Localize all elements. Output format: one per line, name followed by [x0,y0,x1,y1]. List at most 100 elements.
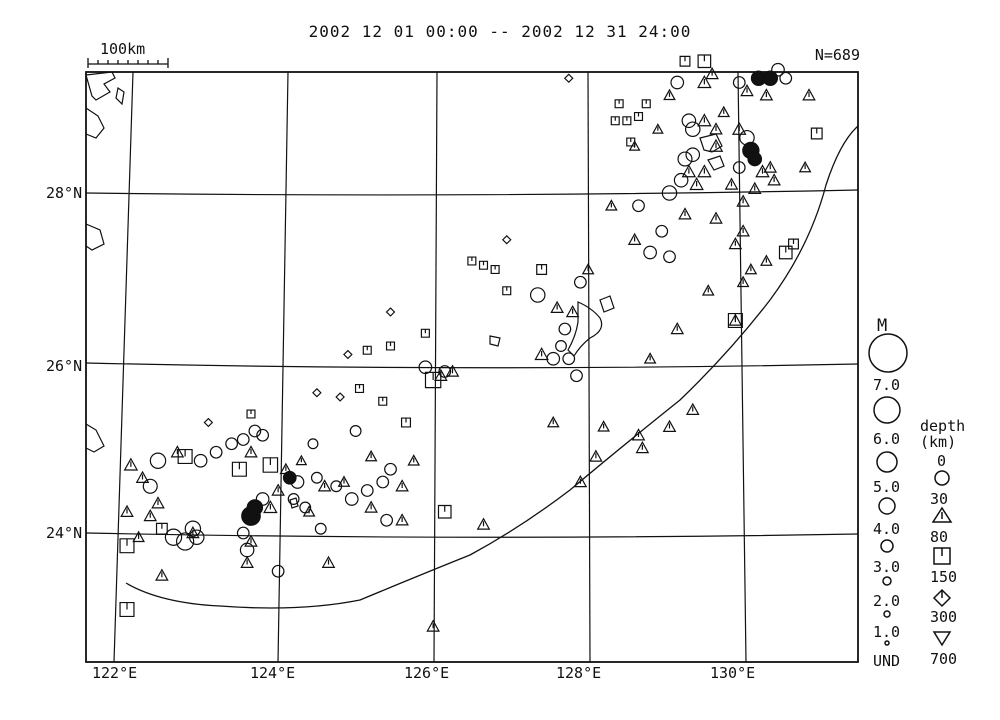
magnitude-legend-label: 6.0 [873,430,901,448]
magnitude-legend-label: UND [873,652,901,670]
event-marker-square [697,54,712,69]
event-marker-triangle [670,321,685,335]
event-marker-square [778,245,793,260]
event-marker-square [231,461,247,477]
magnitude-legend-title: M [877,316,888,336]
event-marker-circle [681,113,697,129]
event-marker-triangle [736,275,750,288]
longitude-line-124 [277,71,289,663]
event-marker-square [610,116,620,126]
latitude-line-26 [85,362,859,369]
magnitude-legend-symbol-und [884,640,890,646]
event-marker-circle [175,532,195,551]
event-marker-triangle [476,517,491,530]
event-marker-triangle [364,500,378,513]
event-marker-square [679,55,691,67]
event-marker-diamond [203,417,214,428]
event-marker-triangle [697,75,712,89]
event-marker-square [400,417,412,428]
coastline [85,71,725,509]
event-marker-circle [771,62,785,77]
longitude-line-128 [587,71,591,663]
event-marker-square [119,538,135,554]
magnitude-legend-symbol-2 [882,576,892,586]
magnitude-legend-label: 7.0 [873,376,901,394]
event-marker-circle [558,322,572,336]
event-marker-triangle [802,88,816,101]
scale-bar [87,58,169,68]
event-marker-square [467,256,477,266]
event-marker-triangle [705,66,719,80]
event-marker-circle [149,452,167,469]
event-marker-triangle [736,194,750,207]
event-marker-triangle [701,284,715,296]
kyushu-coast [85,71,116,101]
event-marker-circle [570,369,583,383]
event-marker-circle [209,445,223,459]
event-marker-circle [193,453,208,468]
event-marker-triangle [728,313,743,326]
depth-legend-label: 30 [930,490,949,508]
event-marker-circle [384,462,397,476]
depth-legend-unit: (km) [920,433,957,451]
event-marker-triangle [321,555,336,568]
depth-legend-label: 150 [930,568,958,586]
event-marker-triangle [581,262,595,275]
event-marker-circle [142,478,158,494]
event-marker-circle [529,287,546,303]
event-marker-circle [236,526,250,540]
event-marker-triangle [740,83,754,97]
event-marker-square [119,601,135,618]
map-frame [85,71,859,663]
event-marker-circle [438,365,452,378]
event-marker-triangle [244,534,258,547]
event-marker-circle [256,428,270,442]
event-marker-triangle [279,462,293,475]
event-marker-triangle [123,457,139,471]
event-marker-triangle [798,160,812,173]
event-marker-circle [632,199,645,213]
event-marker-triangle [155,568,169,581]
event-marker-circle [684,121,701,138]
event-marker-circle [573,275,587,289]
event-marker-circle [314,522,327,535]
event-marker-triangle [271,483,285,496]
magnitude-legend-label: 1.0 [873,623,901,641]
event-marker-circle [732,161,746,174]
island-outline [85,223,105,251]
latitude-line-24 [85,532,859,538]
event-marker-triangle [724,177,739,190]
latitude-line-28 [85,189,859,196]
depth-legend-label: 700 [930,650,958,668]
island-outline [707,155,725,171]
event-marker-triangle [651,123,664,134]
event-markers [119,54,823,632]
event-marker-circle [673,172,689,188]
event-marker-diamond [385,307,396,317]
event-marker-diamond [335,392,345,402]
event-marker-circle [562,352,576,366]
event-marker-triangle [302,505,316,517]
depth-legend-circle [934,470,950,486]
magnitude-legend-symbol-7 [868,333,908,373]
magnitude-legend-symbol-6 [873,396,901,424]
lon-label-122: 122°E [92,664,138,682]
magnitude-legend-label: 5.0 [873,478,901,496]
event-marker-triangle [731,121,747,135]
event-count: N=689 [814,46,860,64]
event-marker-triangle [635,440,650,454]
event-marker-triangle [240,555,254,568]
longitude-line-126 [433,71,438,663]
event-marker-square [177,448,193,465]
event-marker-square [810,127,823,140]
island-outline [699,133,723,153]
lat-label-26: 26°N [46,357,83,375]
event-marker-circle [360,484,374,497]
event-marker-triangle [685,402,700,415]
event-marker-triangle [151,496,165,509]
magnitude-legend-symbol-4 [878,497,896,515]
event-marker-triangle [736,224,750,237]
event-marker-circle [661,185,678,201]
event-marker-circle [248,424,262,438]
